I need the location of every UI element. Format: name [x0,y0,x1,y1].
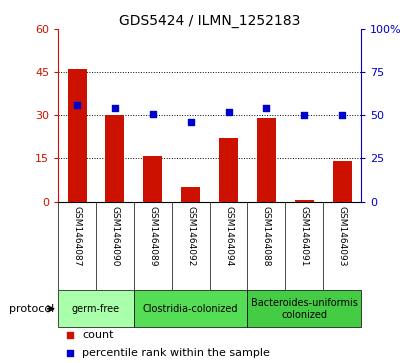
Bar [105,115,124,201]
Point [74,102,81,108]
Point [149,111,156,117]
Text: count: count [82,330,114,340]
Bar [134,290,247,327]
Point [301,113,308,118]
Point [316,122,323,128]
Bar [257,118,276,201]
Bar [219,138,238,201]
Point [187,119,194,125]
Text: Bacteroides-uniformis
colonized: Bacteroides-uniformis colonized [251,298,358,320]
Point [339,113,345,118]
Text: Clostridia-colonized: Clostridia-colonized [143,304,238,314]
Text: GSM1464088: GSM1464088 [262,206,271,266]
Point [263,106,270,111]
Text: GSM1464091: GSM1464091 [300,206,309,266]
Text: GSM1464093: GSM1464093 [338,206,347,266]
Point [225,109,232,115]
Text: GSM1464094: GSM1464094 [224,206,233,266]
Text: germ-free: germ-free [72,304,120,314]
Text: GSM1464089: GSM1464089 [148,206,157,266]
Bar [68,69,86,201]
Bar [247,290,361,327]
Text: GSM1464090: GSM1464090 [110,206,120,266]
Bar [143,156,162,201]
Text: GSM1464087: GSM1464087 [73,206,81,266]
Text: percentile rank within the sample: percentile rank within the sample [82,348,270,358]
Title: GDS5424 / ILMN_1252183: GDS5424 / ILMN_1252183 [119,14,300,28]
Bar [295,200,314,201]
Point [316,282,323,288]
Bar [333,161,352,201]
Text: GSM1464092: GSM1464092 [186,206,195,266]
Point [112,106,118,111]
Bar [58,290,134,327]
Text: protocol: protocol [9,304,54,314]
Bar [181,187,200,201]
